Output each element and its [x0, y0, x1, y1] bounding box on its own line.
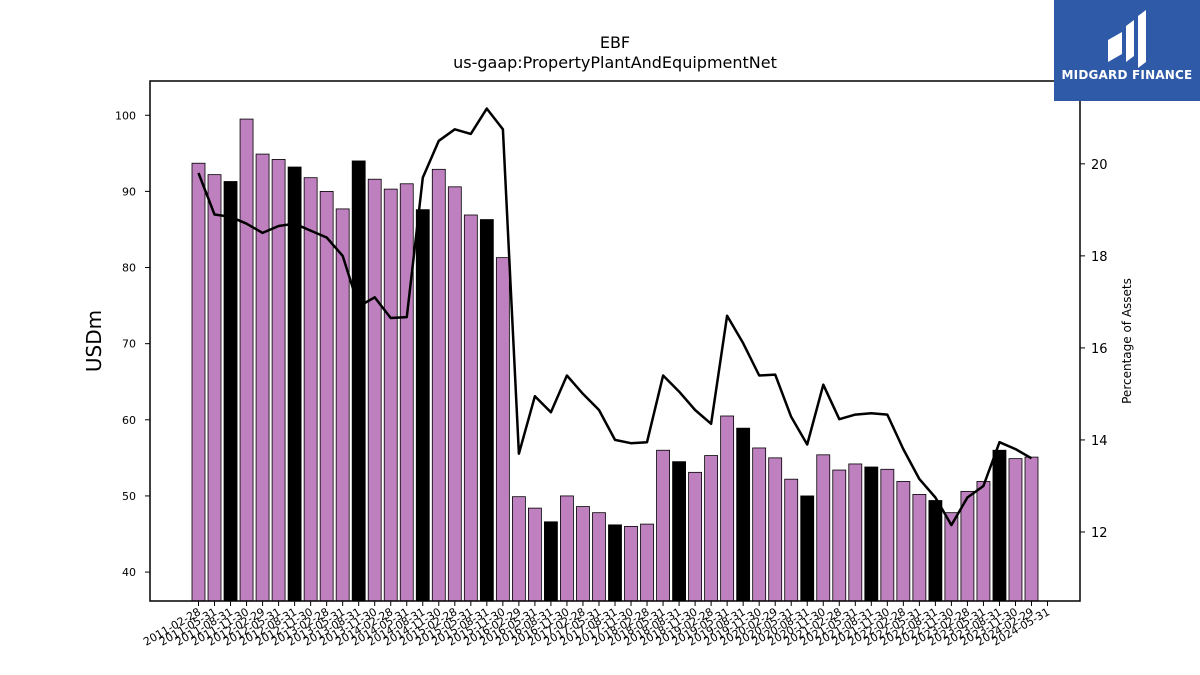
bar-2017-11-30 [624, 525, 638, 602]
y2-tick-label: 18 [1091, 250, 1108, 265]
bar-2017-08-31 [608, 524, 622, 602]
bar-2019-08-31 [736, 427, 751, 602]
logo-text: MIDGARD FINANCE [1061, 68, 1193, 82]
bar-2012-11-30 [303, 177, 318, 602]
bar-2015-08-31 [479, 219, 494, 602]
x-axis: 2011-02-282011-05-312011-08-312011-11-30… [141, 601, 1052, 649]
y-tick-label: 60 [122, 414, 136, 427]
y-axis-label: USDm [82, 310, 106, 372]
bar-2020-02-29 [768, 457, 783, 602]
y2-tick-label: 12 [1091, 526, 1108, 541]
bar-2014-11-30 [431, 168, 446, 602]
y2-tick-label: 16 [1091, 342, 1108, 357]
bar-2016-11-30 [560, 495, 574, 602]
bar-2022-05-31 [912, 494, 927, 602]
bar-2015-11-30 [495, 257, 510, 602]
y-tick-label: 90 [122, 185, 136, 198]
bar-2023-11-30 [1008, 458, 1023, 602]
bar-2017-05-31 [592, 512, 606, 602]
bar-2015-05-31 [463, 214, 478, 602]
bar-2011-11-30 [239, 118, 254, 602]
percentage-line [197, 107, 1033, 527]
y2-tick-label: 20 [1091, 158, 1108, 173]
y-tick-label: 100 [115, 109, 136, 122]
bar-2014-08-31 [415, 209, 430, 602]
bar-2023-02-28 [960, 490, 975, 602]
bar-2012-08-31 [287, 166, 302, 602]
bar-2021-08-31 [864, 466, 879, 602]
y2-axis-label: Percentage of Assets [1120, 278, 1134, 404]
bar-2022-02-28 [896, 481, 911, 602]
bar-2012-02-29 [255, 153, 270, 602]
bar-2016-08-31 [544, 521, 558, 602]
bar-2019-02-28 [704, 455, 719, 602]
bar-2020-05-31 [784, 478, 799, 602]
bar-2013-11-30 [367, 178, 382, 602]
bar-2018-11-30 [688, 471, 702, 602]
bar-2015-02-28 [447, 186, 462, 602]
bar-2023-08-31 [992, 449, 1007, 602]
bar-2020-11-30 [816, 454, 831, 602]
y-tick-label: 40 [122, 566, 136, 579]
bar-2017-02-28 [576, 506, 590, 602]
bar-2018-05-31 [656, 449, 670, 602]
bar-2021-02-28 [832, 469, 847, 602]
bar-2016-02-29 [511, 496, 526, 602]
bar-2018-08-31 [672, 461, 686, 602]
bar-2011-02-28 [191, 162, 206, 602]
bar-2019-05-31 [720, 415, 735, 602]
y-axis-left: 40 50 60 70 80 90 100 [115, 109, 150, 579]
bar-2020-08-31 [800, 495, 815, 602]
bar-2023-05-31 [976, 481, 991, 602]
bar-2021-11-30 [880, 468, 895, 602]
bar-2018-02-28 [640, 523, 654, 602]
y-tick-label: 80 [122, 262, 136, 275]
chart-subtitle: us-gaap:PropertyPlantAndEquipmentNet [453, 53, 777, 72]
y-tick-label: 50 [122, 490, 136, 503]
chart-title: EBF [600, 33, 630, 52]
bar-2016-05-31 [528, 507, 542, 602]
y-tick-label: 70 [122, 338, 136, 351]
bar-2024-02-29 [1024, 456, 1039, 602]
bar-2011-05-31 [207, 174, 222, 602]
y2-tick-label: 14 [1091, 434, 1108, 449]
bar-2013-08-31 [351, 160, 366, 602]
midgard-logo-icon [1108, 10, 1146, 68]
bar-2011-08-31 [223, 181, 238, 602]
bar-2013-02-28 [319, 190, 334, 602]
y-axis-right: 12 14 16 18 20 [1080, 158, 1108, 541]
line-series [197, 107, 1033, 527]
bar-2014-02-28 [383, 188, 398, 602]
bar-2021-05-31 [848, 463, 863, 602]
bar-2019-11-30 [752, 447, 767, 602]
bar-2014-05-31 [399, 183, 414, 602]
bar-series [191, 118, 1039, 602]
bar-2022-08-31 [928, 500, 943, 602]
midgard-finance-logo: MIDGARD FINANCE [1054, 0, 1200, 101]
